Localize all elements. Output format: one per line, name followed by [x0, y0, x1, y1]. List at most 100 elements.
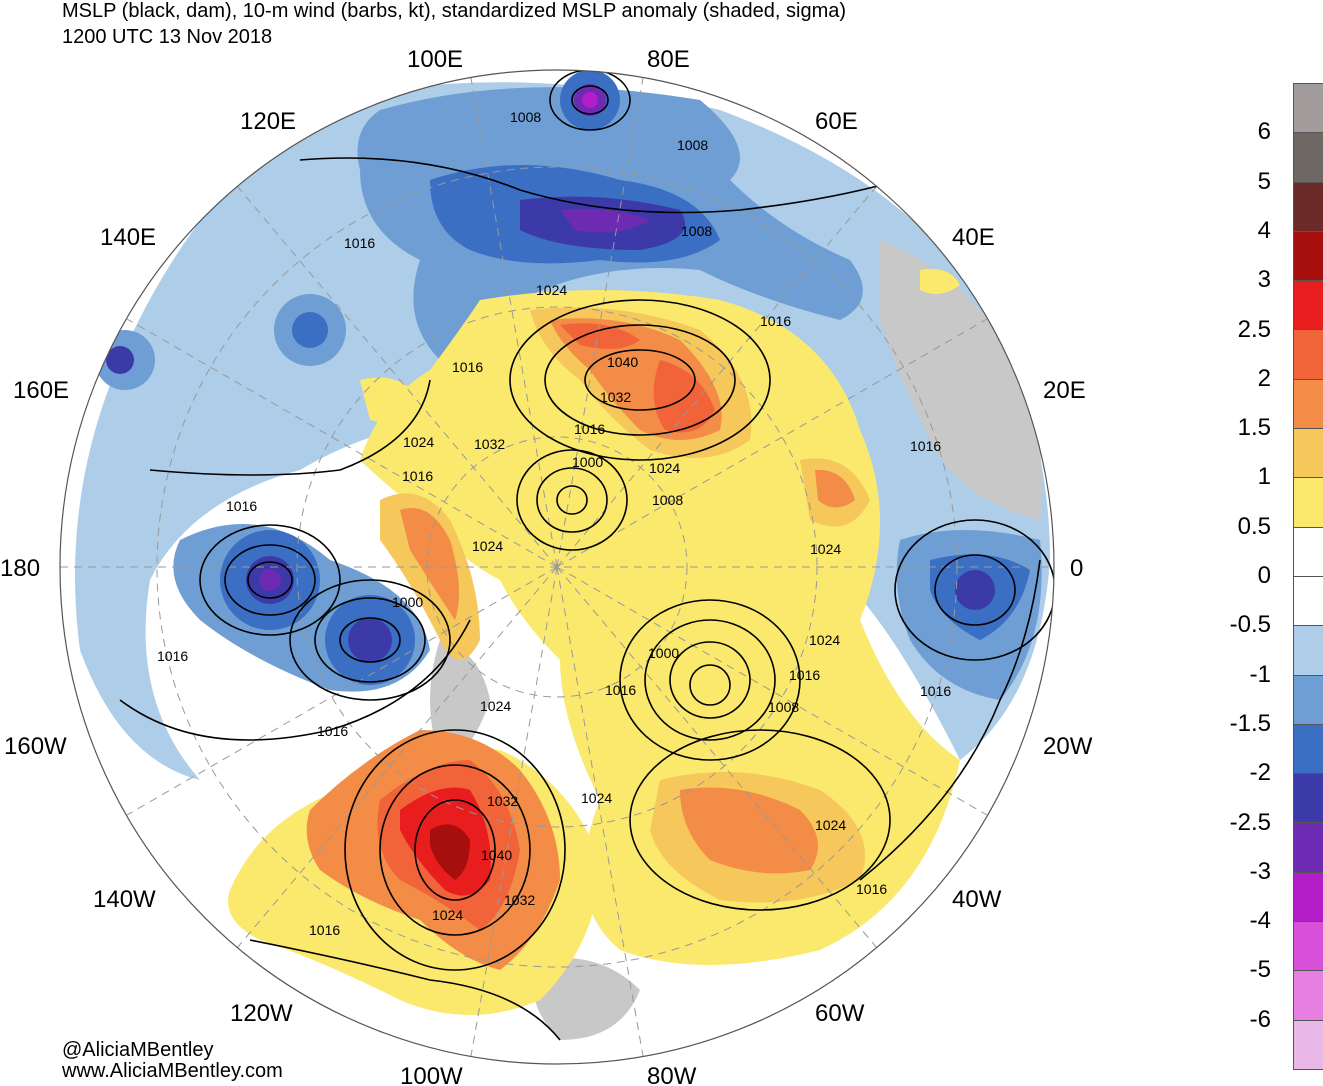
isobar-label: 1016: [226, 498, 257, 514]
colorbar-tick-label: 0.5: [1237, 512, 1271, 540]
lon-label: 180: [0, 555, 40, 582]
colorbar-tick-label: 2: [1257, 364, 1271, 392]
isobar-label: 1024: [809, 632, 840, 648]
lon-label: 100E: [407, 46, 463, 73]
colorbar-cell: [1294, 281, 1323, 331]
isobar-label: 1024: [581, 790, 612, 806]
isobar-label: 1000: [392, 594, 423, 610]
isobar-label: 1032: [487, 793, 518, 809]
isobar-label: 1000: [648, 645, 679, 661]
colorbar-cell: [1294, 84, 1323, 134]
colorbar-tick-label: 4: [1257, 216, 1271, 244]
isobar-label: 1016: [317, 723, 348, 739]
isobar-label: 1032: [504, 892, 535, 908]
isobar-label: 1032: [474, 436, 505, 452]
colorbar-cell: [1294, 823, 1323, 873]
colorbar-tick-label: 5: [1257, 167, 1271, 195]
colorbar-cell: [1294, 774, 1323, 824]
colorbar-tick-label: 2.5: [1237, 315, 1271, 343]
isobar-label: 1024: [649, 460, 680, 476]
isobar-label: 1024: [810, 541, 841, 557]
isobar-label: 1032: [600, 389, 631, 405]
colorbar-tick-label: -2: [1249, 759, 1271, 787]
isobar-label: 1024: [815, 817, 846, 833]
isobar-label: 1016: [574, 421, 605, 437]
isobar-label: 1016: [344, 235, 375, 251]
isobar-label: 1008: [681, 223, 712, 239]
lon-label: 120E: [240, 108, 296, 135]
isobar-label: 1016: [789, 667, 820, 683]
lon-label: 160W: [4, 733, 67, 760]
isobar-labels: 1008 1008 1008 1016 1024 1016 1016 1040 …: [157, 109, 951, 938]
colorbar-tick-label: 3: [1257, 266, 1271, 294]
colorbar-tick-label: -2.5: [1229, 808, 1271, 836]
colorbar-cell: [1294, 429, 1323, 479]
colorbar-tick-label: 1.5: [1237, 414, 1271, 442]
colorbar-tick-label: -3: [1249, 857, 1271, 885]
isobar-label: 1008: [768, 699, 799, 715]
isobar-label: 1016: [157, 648, 188, 664]
isobar-label: 1008: [677, 137, 708, 153]
isobar-label: 1008: [510, 109, 541, 125]
colorbar-cell: [1294, 922, 1323, 972]
isobar-label: 1016: [605, 682, 636, 698]
isobar-label: 1024: [480, 698, 511, 714]
colorbar-tick-label: -1.5: [1229, 709, 1271, 737]
colorbar-cell: [1294, 1020, 1323, 1070]
isobar-label: 1024: [403, 434, 434, 450]
colorbar-cell: [1294, 478, 1323, 528]
isobar-label: 1016: [402, 468, 433, 484]
lon-label: 60E: [815, 108, 858, 135]
colorbar-cell: [1294, 133, 1323, 183]
lon-label: 0: [1070, 555, 1083, 582]
colorbar-cell: [1294, 231, 1323, 282]
colorbar-cell: [1294, 576, 1323, 627]
isobar-label: 1000: [572, 454, 603, 470]
colorbar-tick-label: -6: [1249, 1005, 1271, 1033]
lon-label: 140W: [93, 886, 156, 913]
colorbar-cell: [1294, 675, 1323, 725]
colorbar-cell: [1294, 330, 1323, 380]
isobar-label: 1016: [309, 922, 340, 938]
isobars: [119, 70, 1054, 1041]
lon-label: 20W: [1043, 733, 1093, 760]
lon-label: 80E: [647, 46, 690, 73]
lon-label: 120W: [230, 1000, 293, 1027]
colorbar-tick-label: -1: [1249, 660, 1271, 688]
lon-label: 60W: [815, 1000, 865, 1027]
isobar-label: 1040: [607, 354, 638, 370]
map-valid-time: 1200 UTC 13 Nov 2018: [62, 26, 273, 48]
isobar-label: 1040: [481, 847, 512, 863]
isobar-label: 1016: [910, 438, 941, 454]
colorbar-cell: [1294, 379, 1323, 430]
lon-label: 40E: [952, 224, 995, 251]
colorbar-cell: [1294, 872, 1323, 923]
lon-label: 80W: [647, 1063, 697, 1086]
lon-label: 160E: [13, 377, 69, 404]
isobar-label: 1016: [920, 683, 951, 699]
lon-label: 140E: [100, 224, 156, 251]
colorbar-tick-label: 1: [1257, 463, 1271, 491]
colorbar-cell: [1294, 626, 1323, 676]
longitude-labels: 100E 80E 120E 60E 140E 40E 160E 20E 180 …: [0, 46, 1093, 1086]
map-boundary: [59, 69, 1055, 1065]
colorbar-tick-label: -5: [1249, 956, 1271, 984]
colorbar-tick-label: -0.5: [1229, 611, 1271, 639]
colorbar-cell: [1294, 724, 1323, 775]
colorbar-cell: [1294, 971, 1323, 1021]
colorbar-cell: [1294, 182, 1323, 232]
isobar-label: 1016: [760, 313, 791, 329]
colorbar-tick-label: 6: [1257, 118, 1271, 146]
lon-label: 20E: [1043, 377, 1086, 404]
credit-twitter: @AliciaMBentley: [62, 1039, 214, 1061]
anomaly-shading: [60, 70, 1054, 1064]
graticule: [60, 77, 1054, 1057]
isobar-label: 1024: [536, 282, 567, 298]
colorbar-cell: [1294, 527, 1323, 577]
lon-label: 100W: [400, 1063, 463, 1086]
map-title: MSLP (black, dam), 10-m wind (barbs, kt)…: [62, 0, 847, 22]
colorbar: [1293, 83, 1323, 1070]
credit-website: www.AliciaMBentley.com: [62, 1060, 283, 1082]
isobar-label: 1024: [432, 907, 463, 923]
